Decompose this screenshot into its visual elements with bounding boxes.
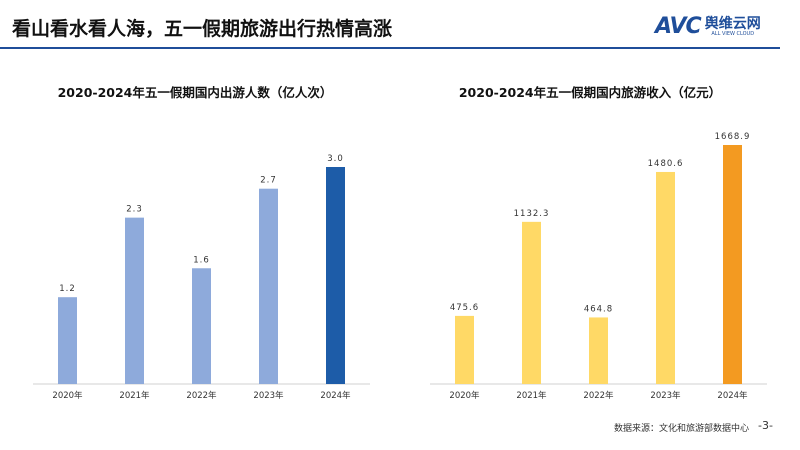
data-label: 1.6 — [193, 255, 210, 265]
data-label: 1668.9 — [715, 132, 751, 142]
bar — [522, 221, 541, 384]
data-label: 2.3 — [126, 205, 143, 215]
bar — [125, 217, 144, 384]
source-note: 数据来源：文化和旅游部数据中心 — [614, 424, 750, 434]
header-divider — [0, 47, 780, 49]
logo-cn: 舆维云网 — [704, 15, 761, 32]
x-tick-label: 2024年 — [320, 390, 351, 401]
page-number: -3- — [758, 419, 773, 432]
logo-en: ALL VIEW CLOUD — [711, 30, 755, 37]
chart-title: 2020-2024年五一假期国内出游人数（亿人次） — [58, 85, 333, 100]
data-label: 1480.6 — [648, 159, 684, 169]
chart-title: 2020-2024年五一假期国内旅游收入（亿元） — [459, 85, 721, 100]
logo: AVC 舆维云网 ALL VIEW CLOUD — [655, 14, 761, 39]
page-title: 看山看水看人海，五一假期旅游出行热情高涨 — [12, 18, 393, 40]
x-tick-label: 2022年 — [186, 390, 217, 401]
data-label: 2.7 — [260, 176, 277, 186]
x-tick-label: 2020年 — [52, 390, 83, 401]
bar — [192, 268, 211, 384]
x-tick-label: 2020年 — [449, 390, 480, 401]
bar — [259, 188, 278, 384]
x-tick-label: 2023年 — [253, 390, 284, 401]
bar — [455, 315, 474, 384]
data-label: 1.2 — [59, 284, 76, 294]
bar — [326, 167, 345, 384]
x-tick-label: 2023年 — [650, 390, 681, 401]
data-label: 3.0 — [327, 154, 344, 164]
x-tick-label: 2022年 — [583, 390, 614, 401]
logo-mark: AVC — [655, 14, 702, 39]
x-tick-label: 2021年 — [119, 390, 150, 401]
bar — [723, 145, 742, 384]
data-label: 475.6 — [450, 303, 479, 313]
data-label: 464.8 — [584, 304, 613, 314]
x-tick-label: 2024年 — [717, 390, 748, 401]
data-label: 1132.3 — [514, 209, 550, 219]
bar — [589, 317, 608, 384]
bar — [656, 171, 675, 384]
x-tick-label: 2021年 — [516, 390, 547, 401]
bar — [58, 297, 77, 384]
